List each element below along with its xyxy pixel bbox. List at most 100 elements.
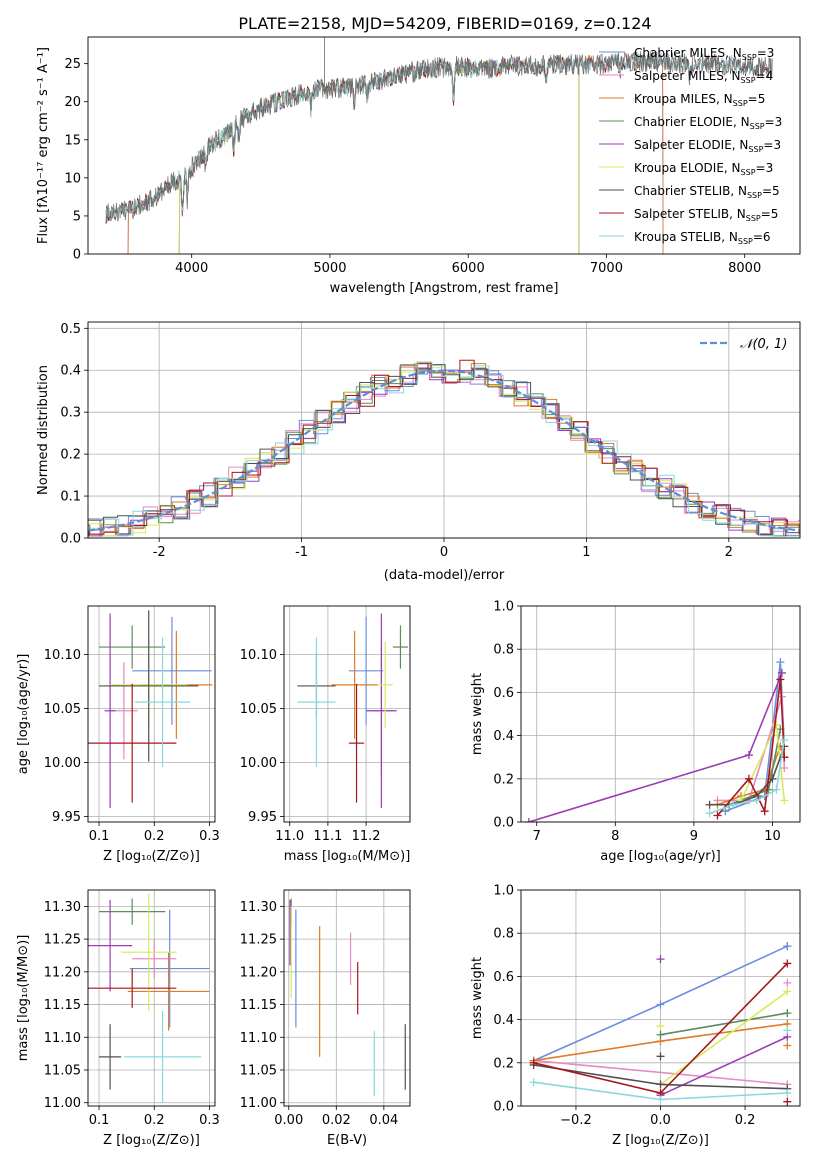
weight-line-chabrier-miles xyxy=(725,662,786,812)
panel-mass_vs_Z: 0.1 0.2 0.3 11.00 11.05 11.10 11.15 11.20 11.25 1… xyxy=(16,889,220,1148)
x-tick-label: 11.1 xyxy=(313,829,342,844)
weight-marker-salpeter-elodie xyxy=(777,668,786,677)
axes-frame xyxy=(87,889,216,1107)
axes-frame xyxy=(283,605,411,823)
weight-line-chabrier-elodie xyxy=(660,1012,788,1036)
panel-age_vs_mass: 11.0 11.1 11.2 9.95 10.00 10.05 10.10 mass [log… xyxy=(240,605,411,864)
weight-marker-chabrier-elodie xyxy=(783,1009,792,1018)
y-tick-label: 9.95 xyxy=(52,810,81,825)
y-tick-label: 0.3 xyxy=(60,406,81,421)
y-tick-label: 20 xyxy=(64,95,81,110)
x-tick-label: 7000 xyxy=(590,261,623,276)
y-tick-label: 11.00 xyxy=(44,1096,81,1111)
y-tick-label: 0.1 xyxy=(60,490,81,505)
panel-residuals: -2 -1 0 1 2 0.0 0.1 0.2 0.3 0.4 0.5 𝒩(0, 1) (data-mo… xyxy=(36,321,801,583)
histogram-chabrier-elodie xyxy=(88,364,800,537)
y-tick-label: 0.0 xyxy=(60,532,81,547)
x-tick-label: 0.04 xyxy=(369,1113,398,1128)
y-tick-label: 11.15 xyxy=(44,998,81,1013)
spectrum-legend: Chabrier MILES, NSSP=3 Salpeter MILES, NS… xyxy=(599,46,782,246)
legend-label-salpeter-miles: Salpeter MILES, NSSP=4 xyxy=(634,69,773,85)
x-tick-label: 9 xyxy=(690,829,698,844)
plot-area-age_vs_Z xyxy=(88,610,213,808)
y-tick-label: 11.15 xyxy=(240,998,277,1013)
legend-label-chabrier-stelib: Chabrier STELIB, NSSP=5 xyxy=(634,184,780,200)
x-tick-label: 1 xyxy=(582,545,590,560)
weight-marker-salpeter-stelib xyxy=(744,774,753,783)
panel-mass_weight_vs_Z: −0.2 0.0 0.2 0.0 0.2 0.4 0.6 0.8 1.0 Z [log₁₀(Z/Z… xyxy=(470,884,801,1148)
y-axis-label: Flux [fλ10⁻¹⁷ erg cm⁻² s⁻¹ A⁻¹] xyxy=(36,47,51,244)
plot-area-mass_vs_Z xyxy=(88,893,210,1103)
histogram-kroupa-elodie xyxy=(88,361,800,537)
x-tick-label: 0.3 xyxy=(199,829,220,844)
histogram-kroupa-stelib xyxy=(88,361,800,537)
x-tick-label: 0 xyxy=(440,545,448,560)
plot-area-mass_weight_vs_age xyxy=(524,658,789,822)
y-tick-label: 11.05 xyxy=(44,1064,81,1079)
x-axis-label: wavelength [Angstrom, rest frame] xyxy=(330,281,559,296)
axes-frame xyxy=(520,889,801,1107)
y-tick-label: 11.20 xyxy=(240,965,277,980)
weight-marker-salpeter-stelib xyxy=(529,1058,538,1067)
y-tick-label: 9.95 xyxy=(248,810,277,825)
y-tick-label: 0 xyxy=(73,248,81,263)
y-tick-label: 10.10 xyxy=(240,648,277,663)
panel-age_vs_Z: 0.1 0.2 0.3 9.95 10.00 10.05 10.10 Z [log₁₀(Z/Z… xyxy=(16,605,220,864)
x-tick-label: 7 xyxy=(533,829,541,844)
weight-marker-salpeter-stelib xyxy=(783,959,792,968)
y-axis-label: mass [log₁₀(M/M⊙)] xyxy=(16,935,31,1062)
y-tick-label: 11.10 xyxy=(44,1031,81,1046)
weight-marker-chabrier-stelib xyxy=(705,800,714,809)
y-tick-label: 0.4 xyxy=(493,1013,514,1028)
y-tick-label: 1.0 xyxy=(493,600,514,615)
legend-label-chabrier-miles: Chabrier MILES, NSSP=3 xyxy=(634,46,774,62)
x-tick-label: 11.0 xyxy=(275,829,304,844)
weight-marker-chabrier-elodie xyxy=(656,1030,665,1039)
spectrum-data-line xyxy=(105,51,773,224)
x-axis-label: Z [log₁₀(Z/Z⊙)] xyxy=(103,1133,200,1148)
y-tick-label: 15 xyxy=(64,133,81,148)
x-tick-label: 0.00 xyxy=(274,1113,303,1128)
y-axis-label: age [log₁₀(age/yr)] xyxy=(16,654,31,775)
x-tick-label: 4000 xyxy=(175,261,208,276)
y-axis-label: mass weight xyxy=(470,673,485,755)
x-tick-label: -2 xyxy=(153,545,166,560)
axes-frame xyxy=(283,889,411,1107)
y-tick-label: 10.00 xyxy=(240,756,277,771)
histogram-salpeter-elodie xyxy=(88,367,800,537)
y-tick-label: 0.6 xyxy=(493,970,514,985)
axes-frame xyxy=(87,36,801,255)
x-axis-label: Z [log₁₀(Z/Z⊙)] xyxy=(103,849,200,864)
weight-marker-salpeter-miles xyxy=(783,978,792,987)
axes-frame xyxy=(87,321,801,539)
y-tick-label: 10 xyxy=(64,171,81,186)
weight-marker-chabrier-stelib xyxy=(656,1052,665,1061)
y-tick-label: 0.0 xyxy=(493,1100,514,1115)
y-tick-label: 0.8 xyxy=(493,643,514,658)
legend-label-kroupa-miles: Kroupa MILES, NSSP=5 xyxy=(634,92,765,108)
x-axis-label: Z [log₁₀(Z/Z⊙)] xyxy=(612,1133,709,1148)
y-tick-label: 11.25 xyxy=(44,933,81,948)
x-axis-label: mass [log₁₀(M/M⊙)] xyxy=(284,849,411,864)
plot-area-age_vs_mass xyxy=(297,613,409,808)
y-tick-label: 11.20 xyxy=(44,965,81,980)
y-tick-label: 10.05 xyxy=(44,702,81,717)
weight-marker-kroupa-elodie xyxy=(772,720,781,729)
panel-spectrum: 4000 5000 6000 7000 8000 0 5 10 15 20 25 Chabrier M… xyxy=(36,36,801,296)
plot-area-spectrum xyxy=(105,37,773,254)
y-tick-label: 25 xyxy=(64,57,81,72)
x-tick-label: 11.2 xyxy=(352,829,381,844)
normal-curve xyxy=(88,369,800,532)
weight-marker-chabrier-miles xyxy=(783,942,792,951)
weight-marker-salpeter-stelib xyxy=(776,675,785,684)
y-tick-label: 10.05 xyxy=(240,702,277,717)
x-tick-label: 6000 xyxy=(452,261,485,276)
y-tick-label: 0.2 xyxy=(60,448,81,463)
figure-title: PLATE=2158, MJD=54209, FIBERID=0169, z=0… xyxy=(238,14,651,33)
y-tick-label: 0.2 xyxy=(493,1056,514,1071)
weight-marker-kroupa-stelib xyxy=(656,1095,665,1104)
plot-area-mass_weight_vs_Z xyxy=(529,942,792,1106)
y-tick-label: 11.25 xyxy=(240,933,277,948)
x-tick-label: 10 xyxy=(764,829,781,844)
x-tick-label: 0.2 xyxy=(735,1113,756,1128)
